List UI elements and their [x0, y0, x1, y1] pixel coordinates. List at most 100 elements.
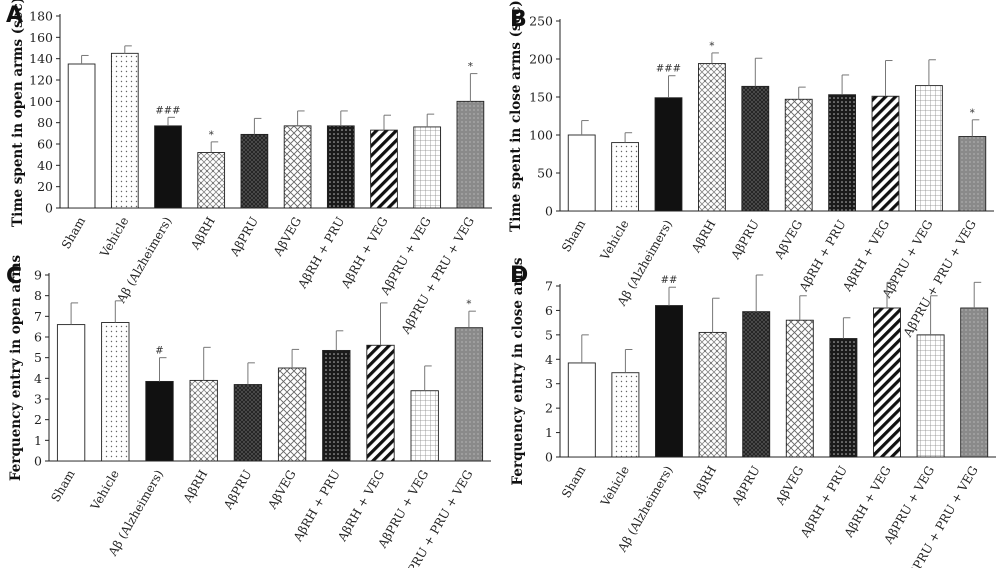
panel-a-bar: [67, 63, 96, 209]
panel-b-category-label: AβPRU: [728, 218, 762, 263]
panel-c-bar: [56, 324, 86, 462]
panel-a-y-tick-label: 160: [29, 30, 53, 45]
panel-a-bar: [154, 125, 182, 209]
panel-a-bar: [413, 126, 442, 209]
panel-a-bar: [326, 125, 355, 209]
panel-b-significance-label: *: [709, 41, 714, 52]
panel-c-category-label: Sham: [48, 467, 78, 504]
panel-b-bar: [654, 97, 683, 212]
panel-c-y-axis-label: Ferquency entry in open arms: [8, 255, 24, 482]
panel-c-category-label: AβPRU: [220, 468, 254, 513]
panel-c-category-label: AβRH: [180, 468, 210, 506]
panel-d-category-label: AβPRU + PRU + VEG: [902, 463, 981, 568]
panel-a-y-tick-label: 120: [29, 73, 53, 88]
panel-d-y-tick-label: 5: [545, 327, 553, 342]
panel-a-bar: [240, 133, 269, 209]
panel-a-category-label: AβRH: [188, 215, 218, 253]
panel-d-y-tick-label: 1: [545, 425, 553, 440]
panel-a-y-tick-label: 40: [37, 158, 53, 173]
panel-d-significance-label: ##: [661, 275, 678, 286]
panel-b-significance-label: *: [970, 108, 975, 119]
panel-a-y-tick-label: 60: [37, 137, 53, 152]
panel-a-category-label: AβRH + VEG: [338, 215, 391, 292]
panel-d-category-label: AβRH: [689, 464, 719, 502]
panel-a-y-tick-label: 80: [37, 115, 53, 130]
panel-b-category-label: AβRH: [688, 218, 718, 256]
panel-c-category-label: AβRH + VEG: [335, 468, 388, 545]
panel-a-significance-label: ###: [155, 105, 180, 116]
panel-b-bar: [567, 134, 596, 212]
panel-b-bar: [828, 94, 857, 212]
panel-b-bar: [784, 98, 813, 212]
panel-d-category-label: AβRH + VEG: [841, 464, 894, 541]
panel-d-bar: [829, 338, 858, 458]
panel-a-y-axis-label: Time spent in open arms (sec): [10, 0, 26, 227]
panel-d-letter: D: [510, 263, 528, 288]
panel-c-y-tick-label: 6: [34, 330, 42, 345]
panel-c-category-label: AβVEG: [265, 468, 299, 513]
panel-d-y-tick-label: 2: [545, 401, 553, 416]
panel-c-y-tick-label: 7: [34, 309, 42, 324]
panel-c-bar: [233, 384, 263, 462]
panel-d-bar: [916, 334, 945, 458]
panel-b-y-axis-label: Time spent in close arms (sec): [508, 0, 524, 232]
panel-c-bar: [145, 380, 174, 462]
panel-d-bar: [785, 319, 814, 458]
panel-d-bar: [567, 362, 596, 458]
panel-b-bar: [914, 85, 943, 212]
panel-b-significance-label: ###: [656, 64, 681, 75]
panel-d-bar: [873, 307, 901, 458]
panel-c-category-label: Vehicle: [87, 468, 122, 514]
panel-d-y-tick-label: 6: [545, 303, 553, 318]
panel-a-bar: [110, 52, 139, 209]
panel-a-y-tick-label: 100: [29, 94, 53, 109]
panel-b-bar: [871, 95, 900, 212]
panel-a-letter: A: [6, 3, 23, 28]
panel-a-y-tick-label: 0: [45, 201, 53, 216]
panel-b-category-label: Vehicle: [597, 218, 632, 264]
panel-c-y-tick-label: 8: [34, 288, 42, 303]
panel-d-y-tick-label: 4: [545, 352, 553, 367]
panel-c-letter: C: [6, 264, 22, 289]
panel-d-category-label: Vehicle: [597, 464, 632, 510]
panel-d-bar: [611, 372, 640, 458]
panel-c-bar: [366, 344, 395, 462]
panel-c-bar: [101, 322, 130, 462]
panel-d-bar: [698, 331, 727, 458]
panel-c-bar: [189, 379, 218, 462]
panel-d-bar: [742, 311, 771, 458]
panel-b-bar: [958, 136, 987, 212]
panel-c-category-label: AβRH + PRU: [290, 468, 343, 545]
panel-c-y-tick-label: 9: [34, 268, 42, 283]
panel-b-y-tick-label: 200: [529, 52, 553, 67]
panel-d-category-label: AβVEG: [772, 464, 806, 509]
panel-b-bar: [611, 142, 640, 212]
panel-c-bar: [454, 327, 484, 462]
panel-b-category-label: AβVEG: [771, 218, 805, 263]
panel-d-y-tick-label: 3: [545, 376, 553, 391]
panel-a-category-label: AβPRU: [227, 215, 261, 260]
panel-b-y-tick-label: 100: [529, 128, 553, 143]
panel-d-y-axis-label: Ferquency entry in close arms: [510, 257, 526, 485]
panel-a-category-label: Sham: [59, 214, 89, 251]
panel-c-bar: [277, 367, 307, 462]
panel-c-y-tick-label: 3: [34, 392, 42, 407]
panel-d-y-tick-label: 0: [545, 450, 553, 465]
panel-c-y-tick-label: 4: [34, 371, 42, 386]
panel-b-letter: B: [510, 7, 527, 32]
panel-a-y-tick-label: 180: [29, 9, 53, 24]
panel-d-y-tick-label: 7: [545, 279, 553, 294]
panel-a-significance-label: *: [468, 62, 473, 73]
panel-c-category-label: AβPRU + PRU + VEG: [397, 468, 476, 568]
panel-c-y-tick-label: 0: [34, 454, 42, 469]
panel-d-category-label: Sham: [559, 463, 589, 500]
panel-b-bar: [697, 63, 726, 212]
panel-c-y-tick-label: 5: [34, 350, 42, 365]
panel-b-y-tick-label: 50: [537, 166, 553, 181]
panel-a-bar: [283, 125, 312, 209]
panel-b-category-label: AβRH + VEG: [840, 218, 893, 295]
panel-b-bar: [741, 85, 770, 212]
